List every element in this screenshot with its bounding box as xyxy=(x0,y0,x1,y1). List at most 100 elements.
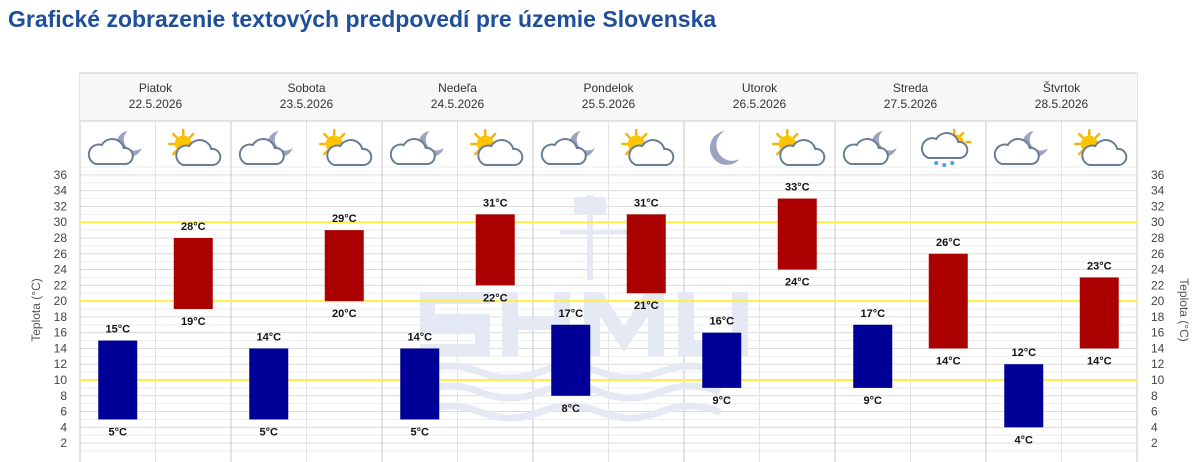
day-name: Štvrtok xyxy=(1043,80,1081,95)
min-bar-high-label: 14°C xyxy=(256,331,281,343)
data-labels: 15°C 5°C 28°C 19°C 14°C 5°C 29°C 20°C 14°C 5°C 31°… xyxy=(105,182,1111,447)
y-tick-label-right: 18 xyxy=(1151,310,1165,324)
max-bar-high-label: 31°C xyxy=(483,197,508,209)
day-header: Piatok 22.5.2026 Sobota 23.5.2026 Nedeľa 24.5… xyxy=(80,72,1137,168)
cloud-moon-icon xyxy=(842,130,898,165)
max-bar-low-label: 14°C xyxy=(1087,355,1112,367)
max-bar-high-label: 31°C xyxy=(634,197,659,209)
day-date: 22.5.2026 xyxy=(129,97,183,111)
day-date: 23.5.2026 xyxy=(280,97,334,111)
min-bar-high-label: 17°C xyxy=(860,308,885,320)
day-name: Streda xyxy=(893,81,929,95)
y-tick-label-right: 8 xyxy=(1151,389,1158,403)
day-date: 25.5.2026 xyxy=(582,97,636,111)
y-axis-title-left: Teplota (°C) xyxy=(29,278,43,342)
min-bar-low-label: 8°C xyxy=(562,403,581,415)
cloud-moon-icon xyxy=(238,130,294,165)
min-temp-bar xyxy=(249,348,289,420)
max-bar-high-label: 23°C xyxy=(1087,260,1112,272)
min-bar-low-label: 4°C xyxy=(1015,434,1034,446)
y-tick-label-right: 32 xyxy=(1151,199,1165,213)
y-tick-label-left: 22 xyxy=(54,278,68,292)
min-bar-low-label: 5°C xyxy=(260,426,279,438)
min-bar-low-label: 5°C xyxy=(411,426,430,438)
sun-cloud-icon xyxy=(168,128,222,167)
day-name: Utorok xyxy=(742,81,778,95)
y-tick-label-left: 28 xyxy=(54,231,68,245)
min-bar-low-label: 9°C xyxy=(864,395,883,407)
max-bar-low-label: 14°C xyxy=(936,355,961,367)
day-date: 26.5.2026 xyxy=(733,97,787,111)
y-tick-label-right: 22 xyxy=(1151,278,1165,292)
y-tick-label-left: 2 xyxy=(60,436,67,450)
max-temp-bar xyxy=(1079,277,1119,349)
cloud-moon-icon xyxy=(540,130,596,165)
max-bar-low-label: 20°C xyxy=(332,308,357,320)
max-temp-bar xyxy=(173,238,213,309)
y-tick-label-right: 28 xyxy=(1151,231,1165,245)
sun-cloud-icon xyxy=(470,128,524,167)
gridlines xyxy=(79,73,1138,462)
y-tick-label-right: 24 xyxy=(1151,263,1165,277)
sun-cloud-icon xyxy=(319,128,373,167)
bars xyxy=(98,198,1119,428)
y-tick-label-left: 36 xyxy=(54,168,68,182)
min-temp-bar xyxy=(551,324,591,396)
max-bar-high-label: 33°C xyxy=(785,182,810,194)
day-date: 28.5.2026 xyxy=(1035,97,1089,111)
y-tick-label-right: 14 xyxy=(1151,341,1165,355)
min-bar-low-label: 9°C xyxy=(713,395,732,407)
max-bar-low-label: 22°C xyxy=(483,292,508,304)
y-tick-label-left: 8 xyxy=(60,389,67,403)
max-bar-low-label: 19°C xyxy=(181,316,206,328)
y-tick-label-right: 26 xyxy=(1151,247,1165,261)
y-tick-label-right: 12 xyxy=(1151,357,1165,371)
sun-cloud-icon xyxy=(621,128,675,167)
y-tick-label-left: 10 xyxy=(54,373,68,387)
min-bar-high-label: 12°C xyxy=(1011,347,1036,359)
y-tick-label-left: 30 xyxy=(54,215,68,229)
day-name: Sobota xyxy=(287,81,325,95)
y-tick-label-right: 6 xyxy=(1151,405,1158,419)
y-tick-label-left: 4 xyxy=(60,420,67,434)
min-bar-low-label: 5°C xyxy=(109,426,128,438)
day-name: Nedeľa xyxy=(438,81,477,95)
sun-cloud-rain-icon xyxy=(920,128,972,168)
moon-icon xyxy=(709,131,740,165)
y-tick-label-left: 34 xyxy=(54,184,68,198)
y-tick-label-right: 30 xyxy=(1151,215,1165,229)
min-bar-high-label: 14°C xyxy=(407,331,432,343)
day-date: 24.5.2026 xyxy=(431,97,485,111)
min-bar-high-label: 16°C xyxy=(709,316,734,328)
day-name: Pondelok xyxy=(583,81,634,95)
y-tick-label-left: 24 xyxy=(54,263,68,277)
y-tick-label-left: 12 xyxy=(54,357,68,371)
y-tick-label-left: 6 xyxy=(60,405,67,419)
max-temp-bar xyxy=(777,198,817,270)
max-bar-high-label: 29°C xyxy=(332,213,357,225)
min-temp-bar xyxy=(400,348,440,420)
y-tick-label-left: 16 xyxy=(54,326,68,340)
max-bar-high-label: 26°C xyxy=(936,237,961,249)
min-temp-bar xyxy=(1004,364,1044,428)
min-bar-high-label: 15°C xyxy=(105,324,130,336)
page-title: Grafické zobrazenie textových predpovedí… xyxy=(8,6,717,32)
cloud-moon-icon xyxy=(389,130,445,165)
sun-cloud-icon xyxy=(772,128,826,167)
min-temp-bar xyxy=(853,324,893,388)
y-tick-label-left: 26 xyxy=(54,247,68,261)
y-tick-label-right: 16 xyxy=(1151,326,1165,340)
min-temp-bar xyxy=(98,340,138,420)
y-tick-label-right: 34 xyxy=(1151,184,1165,198)
min-temp-bar xyxy=(702,332,742,388)
y-tick-label-right: 20 xyxy=(1151,294,1165,308)
day-date: 27.5.2026 xyxy=(884,97,938,111)
max-temp-bar xyxy=(475,214,515,286)
min-bar-high-label: 17°C xyxy=(558,308,583,320)
cloud-moon-icon xyxy=(87,130,143,165)
y-tick-label-right: 4 xyxy=(1151,420,1158,434)
y-tick-label-right: 2 xyxy=(1151,436,1158,450)
max-temp-bar xyxy=(626,214,666,294)
sun-cloud-icon xyxy=(1074,128,1128,167)
